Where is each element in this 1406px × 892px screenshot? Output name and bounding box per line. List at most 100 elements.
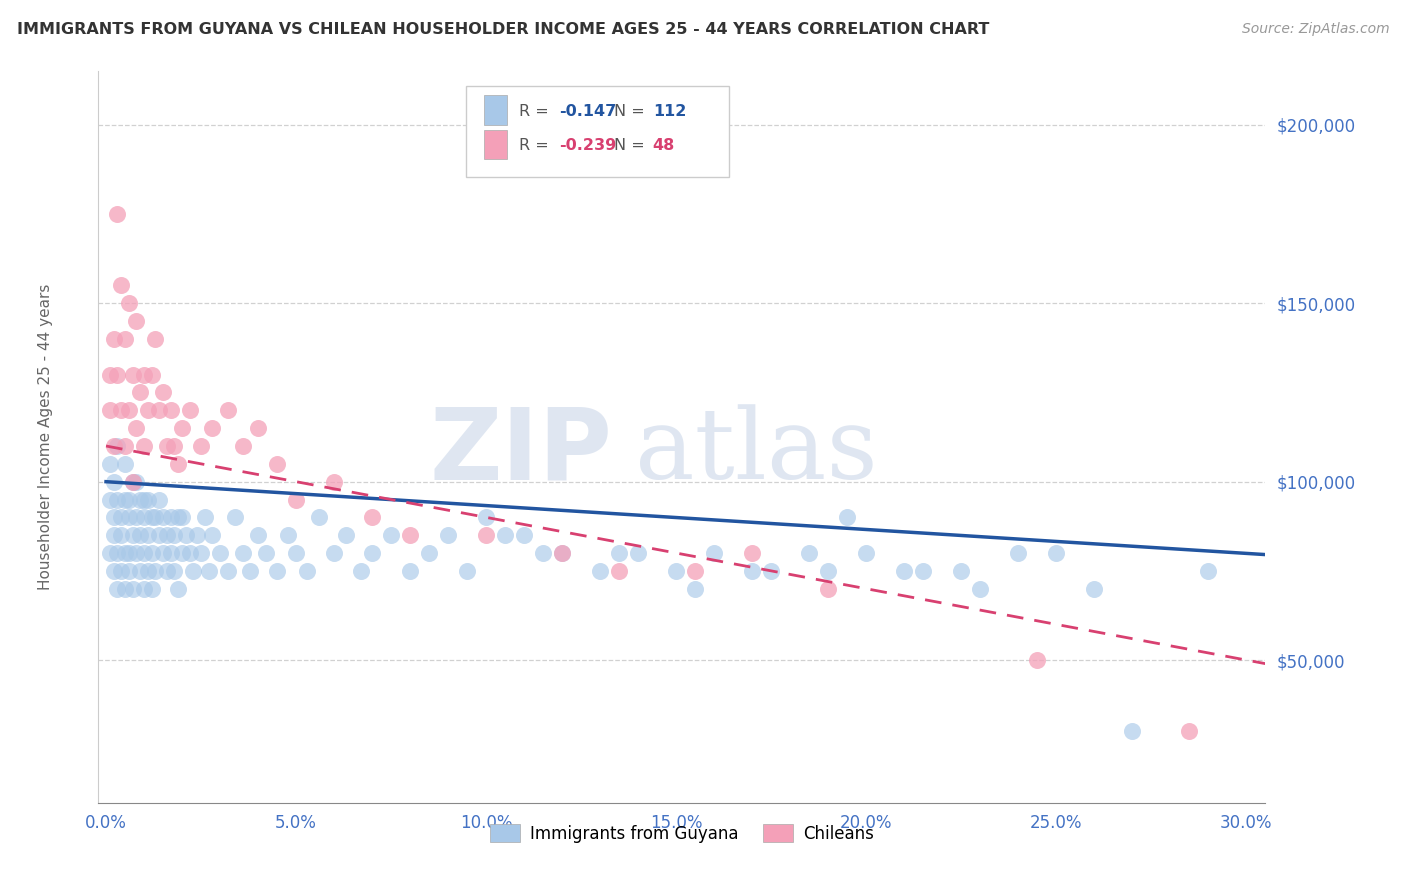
Point [159, 546, 181, 560]
Point [107, 582, 129, 596]
Point [114, 457, 136, 471]
Point [136, 403, 159, 417]
Point [703, 546, 725, 560]
Point [132, 510, 155, 524]
Point [551, 546, 574, 560]
Point [121, 582, 143, 596]
Text: IMMIGRANTS FROM GUYANA VS CHILEAN HOUSEHOLDER INCOME AGES 25 - 44 YEARS CORRELAT: IMMIGRANTS FROM GUYANA VS CHILEAN HOUSEH… [17, 22, 990, 37]
Text: N =: N = [614, 104, 650, 120]
Point [627, 546, 650, 560]
Point [194, 510, 217, 524]
Point [197, 564, 219, 578]
Point [217, 564, 239, 578]
Point [132, 546, 155, 560]
Point [148, 403, 170, 417]
Text: N =: N = [614, 138, 650, 153]
Text: 112: 112 [652, 104, 686, 120]
Point [136, 492, 159, 507]
Point [361, 546, 384, 560]
Point [103, 475, 125, 489]
Point [170, 546, 193, 560]
Point [837, 510, 859, 524]
Point [118, 296, 141, 310]
Text: -0.239: -0.239 [560, 138, 617, 153]
Point [1083, 582, 1105, 596]
Point [125, 314, 148, 328]
Point [103, 528, 125, 542]
Point [98, 403, 121, 417]
Point [145, 564, 167, 578]
Point [118, 492, 141, 507]
Point [437, 528, 460, 542]
Point [201, 528, 224, 542]
Point [136, 564, 159, 578]
Point [129, 385, 152, 400]
Point [186, 528, 208, 542]
Point [118, 403, 141, 417]
Point [110, 564, 132, 578]
Point [254, 546, 277, 560]
Point [179, 403, 201, 417]
Point [361, 510, 384, 524]
Text: Source: ZipAtlas.com: Source: ZipAtlas.com [1241, 22, 1389, 37]
Point [170, 421, 193, 435]
Point [145, 510, 167, 524]
Point [159, 403, 181, 417]
Point [129, 492, 152, 507]
Point [114, 492, 136, 507]
Point [399, 528, 422, 542]
Point [152, 546, 174, 560]
Point [167, 510, 190, 524]
Point [683, 564, 706, 578]
Point [551, 546, 574, 560]
Point [110, 278, 132, 293]
Legend: Immigrants from Guyana, Chileans: Immigrants from Guyana, Chileans [484, 818, 880, 849]
Point [141, 368, 163, 382]
Point [125, 475, 148, 489]
Point [190, 546, 212, 560]
Point [103, 332, 125, 346]
Point [190, 439, 212, 453]
Point [132, 439, 155, 453]
Point [152, 385, 174, 400]
Point [152, 510, 174, 524]
Point [741, 564, 763, 578]
Point [107, 207, 129, 221]
Point [209, 546, 232, 560]
Point [607, 546, 630, 560]
Point [183, 564, 205, 578]
FancyBboxPatch shape [465, 86, 728, 178]
Point [163, 564, 186, 578]
Point [98, 492, 121, 507]
Point [380, 528, 402, 542]
Point [167, 457, 190, 471]
Point [118, 546, 141, 560]
Point [761, 564, 783, 578]
Text: atlas: atlas [636, 404, 877, 500]
Point [323, 475, 346, 489]
Point [1007, 546, 1029, 560]
Point [141, 510, 163, 524]
Point [129, 564, 152, 578]
Point [297, 564, 319, 578]
Point [817, 564, 839, 578]
Point [107, 439, 129, 453]
Point [103, 510, 125, 524]
Point [531, 546, 554, 560]
Point [350, 564, 373, 578]
Point [121, 368, 143, 382]
Point [969, 582, 991, 596]
Point [266, 564, 288, 578]
Point [121, 528, 143, 542]
Point [98, 546, 121, 560]
Text: ZIP: ZIP [429, 403, 612, 500]
Point [110, 528, 132, 542]
Point [224, 510, 246, 524]
Point [266, 457, 288, 471]
FancyBboxPatch shape [484, 95, 508, 125]
Point [170, 510, 193, 524]
Point [1121, 724, 1143, 739]
Point [103, 439, 125, 453]
Text: 48: 48 [652, 138, 675, 153]
Point [121, 475, 143, 489]
